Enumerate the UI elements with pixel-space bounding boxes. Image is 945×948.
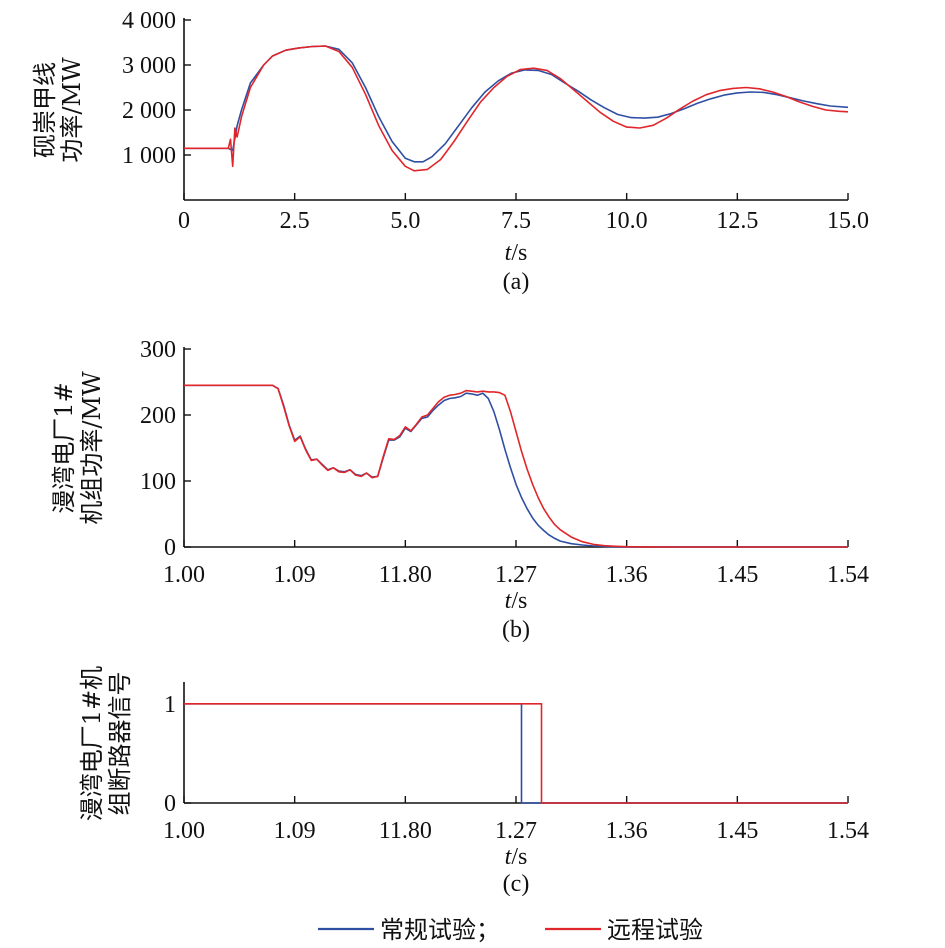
x-tick-label: 1.54 [827,562,869,588]
y-tick-label: 1 000 [122,143,176,169]
y-tick-label: 100 [140,469,176,495]
x-tick-label: 1.27 [495,818,537,844]
legend: 常规试验； 远程试验 [318,916,703,944]
panel-a: 1 000 2 000 3 000 4 000 0 2.5 5.0 7.5 10.0 12.5 15… [31,8,869,295]
legend-label-remote: 远程试验 [607,916,703,944]
y-tick-label: 200 [140,403,176,429]
x-tick-label: 1.27 [495,562,537,588]
x-tick-label: 1.45 [716,818,758,844]
x-tick-label: 7.5 [501,208,531,234]
panel-c: 0 1 1.00 1.09 11.80 1.27 1.36 1.45 1.54 t/s 漫湾电厂1#… [78,666,869,897]
y-axis-label: 功率/MW [58,57,86,163]
series-conventional [184,702,848,804]
y-tick-label: 0 [164,791,176,817]
x-tick-label: 1.36 [606,562,648,588]
y-axis-label: 组断路器信号 [106,672,134,816]
x-tick-label: 2.5 [280,208,310,234]
x-tick-label: 1.00 [163,562,205,588]
series-conventional [184,45,849,163]
series-remote [184,384,848,548]
x-tick-label: 5.0 [390,208,420,234]
y-tick-label: 2 000 [122,98,176,124]
y-tick-label: 0 [164,535,176,561]
x-axis-label: t/s [505,844,528,870]
series-conventional [184,384,848,548]
x-tick-label: 1.00 [163,818,205,844]
x-axis-label: t/s [505,240,528,266]
x-tick-label: 10.0 [606,208,648,234]
legend-label-conventional: 常规试验； [380,916,500,944]
panel-b: 0 100 200 300 1.00 1.09 11.80 1.27 1.36 1.45 1.54 t… [50,337,869,643]
x-tick-label: 15.0 [827,208,869,234]
y-axis-label: 机组功率/MW [78,371,106,525]
panel-caption: (b) [502,617,530,643]
y-axis-label: 漫湾电厂1#机 [78,666,106,821]
x-tick-label: 1.09 [274,818,316,844]
y-tick-label: 3 000 [122,53,176,79]
panel-caption: (a) [503,269,530,295]
panel-caption: (c) [503,871,530,897]
x-tick-label: 1.36 [606,818,648,844]
y-tick-label: 4 000 [122,8,176,34]
y-tick-label: 1 [164,692,176,718]
x-tick-label: 1.54 [827,818,869,844]
x-tick-label: 1.09 [274,562,316,588]
y-tick-label: 300 [140,337,176,363]
x-tick-label: 11.80 [379,818,432,844]
series-remote [184,45,849,172]
x-tick-label: 0 [178,208,190,234]
y-axis-label: 砚崇甲线 [31,62,59,158]
x-tick-label: 1.45 [716,562,758,588]
x-tick-label: 12.5 [716,208,758,234]
x-axis-label: t/s [505,588,528,614]
series-remote [184,702,848,804]
x-tick-label: 11.80 [379,562,432,588]
y-axis-label: 漫湾电厂1# [50,382,78,513]
